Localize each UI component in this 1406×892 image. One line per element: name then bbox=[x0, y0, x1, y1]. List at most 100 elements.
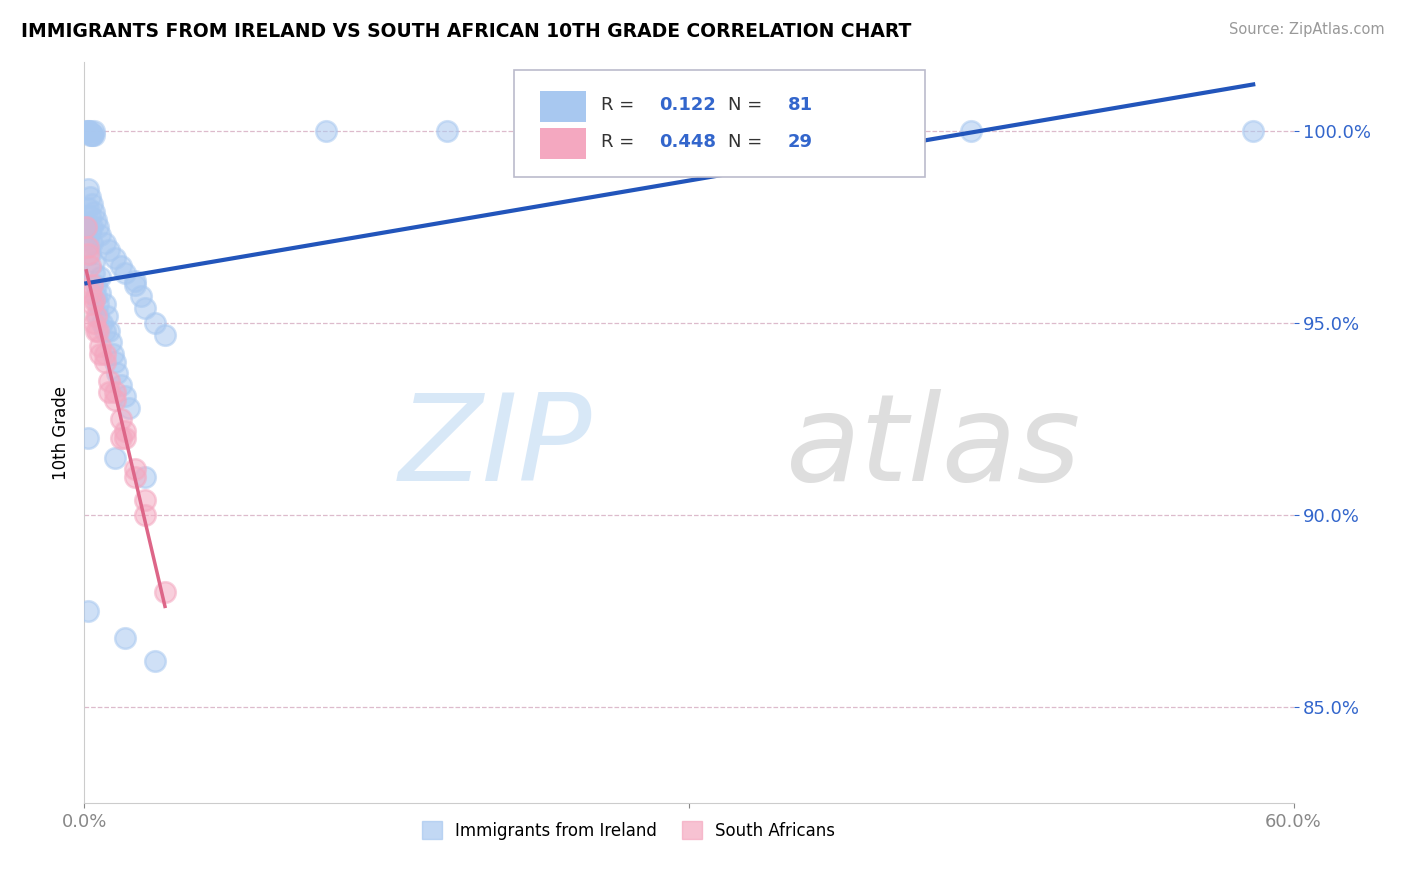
Point bbox=[104, 385, 127, 400]
Point bbox=[83, 205, 105, 219]
Text: R =: R = bbox=[600, 96, 640, 114]
Point bbox=[93, 324, 115, 338]
Point bbox=[87, 220, 110, 235]
Point bbox=[153, 327, 176, 342]
Point bbox=[77, 431, 100, 445]
Point bbox=[118, 401, 141, 415]
Point bbox=[124, 462, 146, 476]
Point bbox=[110, 377, 132, 392]
Point bbox=[82, 235, 104, 250]
Point bbox=[79, 190, 101, 204]
Point bbox=[77, 124, 100, 138]
Point bbox=[97, 374, 120, 388]
Point bbox=[114, 389, 136, 403]
Point bbox=[77, 217, 100, 231]
Point bbox=[143, 654, 166, 668]
Point bbox=[89, 347, 111, 361]
Point bbox=[77, 124, 100, 138]
Point bbox=[86, 324, 108, 338]
Point bbox=[97, 244, 120, 258]
Point bbox=[134, 469, 156, 483]
Point bbox=[93, 347, 115, 361]
Point bbox=[87, 309, 110, 323]
Point bbox=[100, 335, 122, 350]
Point bbox=[101, 347, 124, 361]
Point bbox=[77, 201, 100, 215]
Text: 29: 29 bbox=[789, 134, 813, 152]
Point bbox=[153, 584, 176, 599]
Point bbox=[104, 392, 127, 407]
Point bbox=[83, 267, 105, 281]
Point bbox=[89, 228, 111, 243]
Point bbox=[678, 124, 700, 138]
Point bbox=[110, 431, 132, 445]
Point bbox=[124, 469, 146, 483]
Point bbox=[89, 285, 111, 300]
Text: 0.448: 0.448 bbox=[659, 134, 716, 152]
Point bbox=[79, 259, 101, 273]
Text: Source: ZipAtlas.com: Source: ZipAtlas.com bbox=[1229, 22, 1385, 37]
Point bbox=[436, 124, 458, 138]
Point bbox=[77, 604, 100, 618]
Point bbox=[93, 235, 115, 250]
Point bbox=[114, 424, 136, 438]
Point bbox=[86, 289, 108, 303]
Point bbox=[82, 297, 104, 311]
Point bbox=[75, 220, 97, 235]
Text: IMMIGRANTS FROM IRELAND VS SOUTH AFRICAN 10TH GRADE CORRELATION CHART: IMMIGRANTS FROM IRELAND VS SOUTH AFRICAN… bbox=[21, 22, 911, 41]
Text: 81: 81 bbox=[789, 96, 813, 114]
Point bbox=[79, 247, 101, 261]
Point bbox=[83, 316, 105, 330]
Point bbox=[134, 492, 156, 507]
Point bbox=[77, 182, 100, 196]
Point bbox=[82, 220, 104, 235]
Point bbox=[110, 412, 132, 426]
Point bbox=[93, 354, 115, 368]
Point bbox=[77, 232, 100, 246]
Point bbox=[97, 324, 120, 338]
Text: 0.122: 0.122 bbox=[659, 96, 716, 114]
Point bbox=[124, 277, 146, 292]
Point bbox=[839, 124, 862, 138]
Text: atlas: atlas bbox=[786, 389, 1081, 506]
Point bbox=[143, 316, 166, 330]
Legend: Immigrants from Ireland, South Africans: Immigrants from Ireland, South Africans bbox=[415, 814, 842, 847]
Point bbox=[82, 128, 104, 143]
Point bbox=[82, 197, 104, 211]
Point bbox=[315, 124, 337, 138]
Point bbox=[105, 366, 128, 380]
Bar bbox=[540, 128, 586, 159]
Y-axis label: 10th Grade: 10th Grade bbox=[52, 385, 70, 480]
Point bbox=[82, 277, 104, 292]
Point bbox=[75, 239, 97, 253]
Point bbox=[83, 293, 105, 308]
Point bbox=[134, 301, 156, 315]
Point bbox=[960, 124, 983, 138]
Point bbox=[79, 128, 101, 143]
Point bbox=[75, 124, 97, 138]
FancyBboxPatch shape bbox=[513, 70, 925, 178]
Text: R =: R = bbox=[600, 134, 640, 152]
Text: ZIP: ZIP bbox=[399, 389, 592, 506]
Point bbox=[1241, 124, 1264, 138]
Point bbox=[87, 324, 110, 338]
Point bbox=[79, 285, 101, 300]
Point bbox=[79, 124, 101, 138]
Point bbox=[97, 385, 120, 400]
Point bbox=[104, 251, 127, 265]
Text: N =: N = bbox=[728, 134, 768, 152]
Point bbox=[114, 631, 136, 645]
Point bbox=[87, 297, 110, 311]
Point bbox=[129, 289, 152, 303]
Point bbox=[114, 431, 136, 445]
Point bbox=[75, 220, 97, 235]
Point bbox=[104, 354, 127, 368]
Point bbox=[89, 270, 111, 285]
Point bbox=[77, 239, 100, 253]
Point bbox=[83, 124, 105, 138]
Point bbox=[86, 309, 108, 323]
Point bbox=[83, 128, 105, 143]
Point bbox=[124, 274, 146, 288]
Point bbox=[86, 277, 108, 292]
Bar bbox=[540, 91, 586, 121]
